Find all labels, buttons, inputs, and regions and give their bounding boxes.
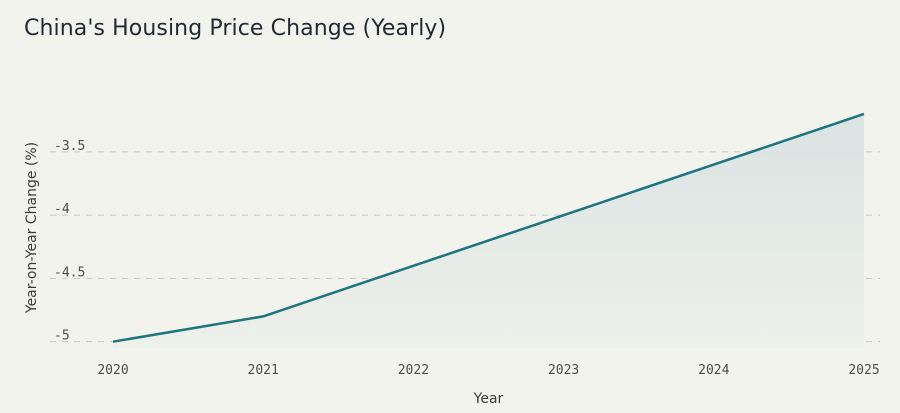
series-area [113, 113, 864, 348]
y-tick-label: -5 [54, 329, 70, 344]
series-line [112, 112, 865, 343]
x-tick-label: 2024 [698, 363, 729, 378]
x-tick-label: 2020 [97, 363, 128, 378]
x-tick-label: 2025 [848, 363, 879, 378]
y-tick-label: -3.5 [54, 139, 85, 154]
y-axis-title: Year-on-Year Change (%) [24, 142, 40, 314]
x-axis-title: Year [473, 391, 504, 407]
x-tick-label: 2021 [248, 363, 279, 378]
y-tick-label: -4 [54, 202, 70, 217]
y-axis-ticks: -5 -4.5 -4 -3.5 [54, 139, 85, 344]
x-axis-ticks: 2020 2021 2022 2023 2024 2025 [97, 363, 879, 378]
chart-title: China's Housing Price Change (Yearly) [24, 16, 447, 41]
x-tick-label: 2023 [548, 363, 579, 378]
x-tick-label: 2022 [398, 363, 429, 378]
y-tick-label: -4.5 [54, 265, 85, 280]
